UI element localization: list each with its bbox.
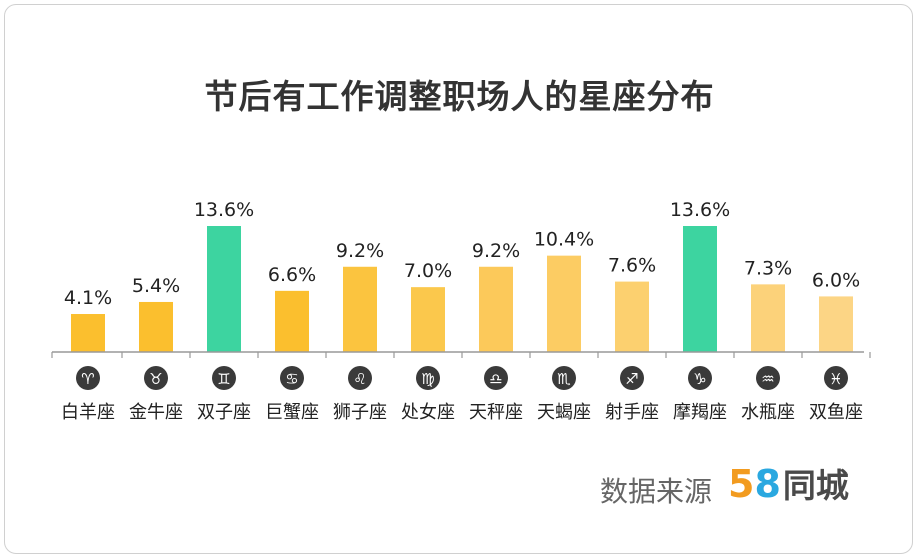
zodiac-icon-bg xyxy=(416,366,440,390)
value-label: 7.6% xyxy=(608,255,656,277)
bar-12 xyxy=(819,296,853,352)
value-label: 13.6% xyxy=(670,199,730,221)
value-label: 6.0% xyxy=(812,269,860,291)
bar-9 xyxy=(615,281,649,352)
bar-5 xyxy=(343,266,377,352)
brand-name: 同城 xyxy=(782,466,849,505)
category-label: 狮子座 xyxy=(333,402,387,423)
zodiac-symbol-icon: ♑ xyxy=(693,370,706,388)
brand-digit-5: 5 xyxy=(728,462,755,506)
value-label: 7.3% xyxy=(744,257,792,279)
zodiac-icon-bg xyxy=(824,366,848,390)
bar-11 xyxy=(751,284,785,352)
brand-logo: 58同城 xyxy=(728,462,849,508)
data-source-label: 数据来源 xyxy=(600,475,713,508)
zodiac-symbol-icon: ♓ xyxy=(829,370,842,388)
category-label: 双鱼座 xyxy=(809,402,863,423)
bar-1 xyxy=(71,314,105,352)
zodiac-icon-bg xyxy=(756,366,780,390)
bar-7 xyxy=(479,266,513,352)
value-label: 9.2% xyxy=(336,240,384,262)
bar-10 xyxy=(683,226,717,352)
zodiac-icon-bg xyxy=(76,366,100,390)
category-label: 天秤座 xyxy=(469,402,523,423)
bar-6 xyxy=(411,287,445,352)
value-label: 5.4% xyxy=(132,275,180,297)
zodiac-symbol-icon: ♒ xyxy=(761,370,774,388)
zodiac-icon-bg xyxy=(144,366,168,390)
bar-8 xyxy=(547,255,581,352)
category-label: 处女座 xyxy=(401,402,455,423)
bar-4 xyxy=(275,290,309,352)
zodiac-symbol-icon: ♎ xyxy=(489,370,502,388)
zodiac-icon-bg xyxy=(620,366,644,390)
zodiac-icon-bg xyxy=(212,366,236,390)
category-label: 巨蟹座 xyxy=(265,402,319,423)
zodiac-icon-bg xyxy=(484,366,508,390)
category-label: 天蝎座 xyxy=(537,402,591,423)
value-label: 9.2% xyxy=(472,240,520,262)
value-label: 10.4% xyxy=(534,229,594,251)
category-label: 水瓶座 xyxy=(741,402,795,423)
zodiac-symbol-icon: ♈ xyxy=(81,370,94,388)
zodiac-symbol-icon: ♊ xyxy=(217,370,230,388)
chart-card xyxy=(4,4,913,554)
zodiac-icon-bg xyxy=(348,366,372,390)
bar-3 xyxy=(207,226,241,352)
category-label: 白羊座 xyxy=(61,402,115,423)
value-labels: 4.1% 5.4% 13.6% 6.6% 9.2% 7.0% 9.2% 10.4% 7.6% 13… xyxy=(64,199,860,309)
zodiac-symbol-icon: ♍ xyxy=(421,370,434,388)
zodiac-symbol-icon: ♐ xyxy=(625,370,638,388)
bars-group xyxy=(71,226,853,352)
zodiac-icon-bg xyxy=(280,366,304,390)
category-label: 射手座 xyxy=(605,402,659,423)
bar-2 xyxy=(139,301,173,352)
chart-title: 节后有工作调整职场人的星座分布 xyxy=(204,77,715,116)
value-label: 6.6% xyxy=(268,264,316,286)
zodiac-icon-bg xyxy=(552,366,576,390)
x-ticks xyxy=(51,352,871,358)
category-labels: 白羊座 金牛座 双子座 巨蟹座 狮子座 处女座 天秤座 天蝎座 射手座 摩羯座 水瓶座 双鱼座 xyxy=(61,402,863,423)
zodiac-symbol-icon: ♋ xyxy=(285,370,298,388)
value-label: 4.1% xyxy=(64,287,112,309)
zodiac-icon-bg xyxy=(688,366,712,390)
brand-digit-8: 8 xyxy=(754,462,781,506)
value-label: 7.0% xyxy=(404,260,452,282)
category-label: 金牛座 xyxy=(129,402,183,423)
category-label: 双子座 xyxy=(197,402,251,423)
zodiac-symbol-icon: ♉ xyxy=(149,370,162,388)
value-label: 13.6% xyxy=(194,199,254,221)
category-label: 摩羯座 xyxy=(673,402,727,423)
zodiac-symbol-icon: ♏ xyxy=(557,370,571,388)
zodiac-icons: ♈ ♉ ♊ ♋ ♌ ♍ ♎ ♏ ♐ ♑ ♒ ♓ xyxy=(76,366,848,390)
zodiac-symbol-icon: ♌ xyxy=(353,370,366,388)
